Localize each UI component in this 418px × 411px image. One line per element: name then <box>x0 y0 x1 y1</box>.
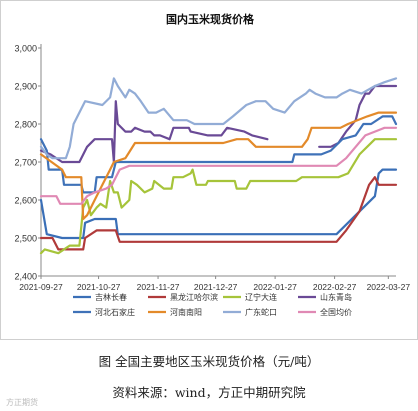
chart-title: 国内玉米现货价格 <box>166 12 255 26</box>
y-tick-label: 2,900 <box>14 82 37 92</box>
y-tick-label: 2,400 <box>14 272 37 282</box>
chart-frame: 国内玉米现货价格 2,400 2,500 2,600 2,700 2,800 2,900 3,… <box>0 0 418 340</box>
y-tick-label: 2,700 <box>14 158 37 168</box>
x-tick-label: 2022-01-27 <box>253 282 297 292</box>
watermark: 方正期货 <box>6 398 38 407</box>
legend-label: 河南南阳 <box>170 307 202 317</box>
x-tick-label: 2022-03-27 <box>367 282 411 292</box>
y-tick-label: 2,600 <box>14 196 37 206</box>
series-line <box>39 176 398 251</box>
series-line <box>39 138 398 255</box>
figure-caption: 图 全国主要地区玉米现货价格（元/吨） <box>98 354 320 369</box>
x-tick-label: 2022-02-27 <box>313 282 357 292</box>
legend-label: 山东青岛 <box>320 292 352 302</box>
x-tick-label: 2021-12-27 <box>194 282 238 292</box>
series-line <box>39 126 398 205</box>
x-tick-label: 2021-11-27 <box>137 282 180 292</box>
source-caption: 资料来源：wind，方正中期研究院 <box>112 385 306 400</box>
legend-label: 黑龙江哈尔滨 <box>170 292 218 302</box>
series-line <box>39 168 398 240</box>
legend-label: 全国均价 <box>320 307 352 317</box>
legend-label: 吉林长春 <box>95 292 127 302</box>
legend-label: 辽宁大连 <box>245 292 277 302</box>
y-tick-label: 3,000 <box>14 44 37 54</box>
series-line <box>39 77 398 160</box>
series-line <box>39 115 398 194</box>
line-chart: 国内玉米现货价格 2,400 2,500 2,600 2,700 2,800 2,900 3,… <box>14 12 411 317</box>
series-line <box>39 111 398 221</box>
x-tick-label: 2021-09-27 <box>19 282 63 292</box>
y-tick-label: 2,800 <box>14 120 37 130</box>
x-tick-label: 2021-10-27 <box>77 282 121 292</box>
y-tick-label: 2,500 <box>14 234 37 244</box>
legend-label: 河北石家庄 <box>95 307 135 317</box>
legend-label: 广东蛇口 <box>245 307 277 317</box>
series-line <box>39 84 398 164</box>
